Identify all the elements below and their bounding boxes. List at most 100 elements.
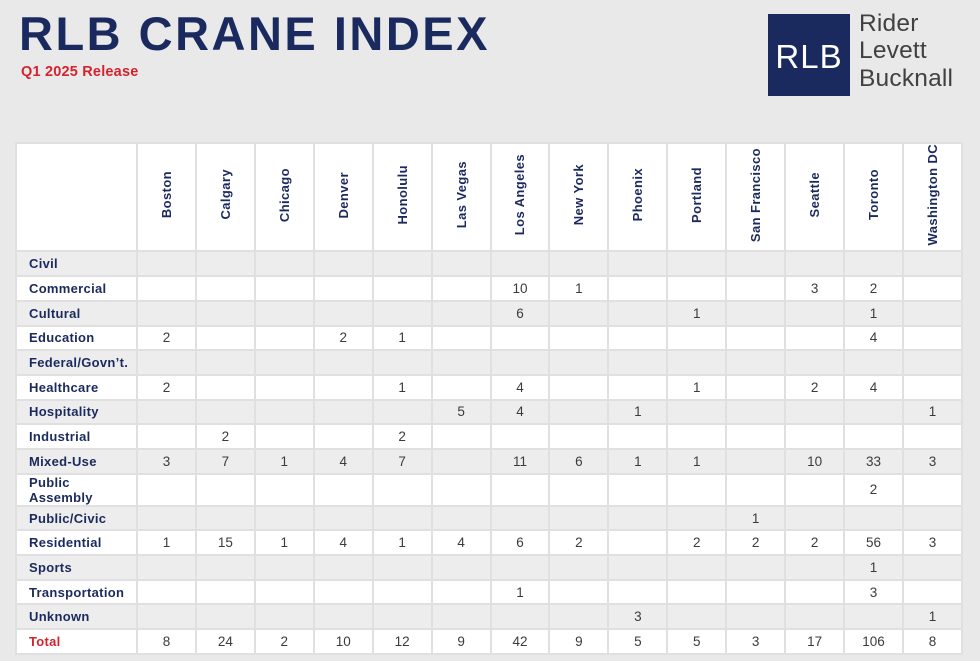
crane-count-cell <box>489 349 551 376</box>
crane-count-cell: 2 <box>253 628 315 655</box>
crane-count-cell <box>371 578 433 606</box>
crane-count-cell <box>901 472 964 507</box>
crane-count-cell <box>548 299 610 327</box>
crane-count-cell <box>725 603 787 631</box>
crane-count-cell <box>666 504 728 532</box>
crane-count-cell: 5 <box>607 628 669 655</box>
crane-count-cell <box>312 603 374 631</box>
crane-count-cell <box>843 349 904 376</box>
crane-count-cell <box>725 554 787 581</box>
crane-count-cell <box>430 504 492 532</box>
crane-count-cell <box>136 472 197 507</box>
column-header-label: Denver <box>335 171 351 218</box>
crane-count-cell <box>253 603 315 631</box>
column-header-label: Calgary <box>217 169 233 220</box>
crane-count-cell: 1 <box>666 373 728 401</box>
crane-count-cell <box>430 447 492 475</box>
crane-count-cell <box>666 398 728 426</box>
crane-count-cell: 2 <box>784 529 846 557</box>
row-label-healthcare: Healthcare <box>15 373 138 401</box>
crane-count-cell <box>725 578 787 606</box>
table-header-row: Boston Calgary Chicago Denver Honolulu Las Ve… <box>15 141 964 253</box>
crane-count-cell: 8 <box>136 628 197 655</box>
crane-count-cell <box>607 472 669 507</box>
crane-count-cell <box>843 504 904 532</box>
crane-count-cell: 1 <box>666 447 728 475</box>
crane-count-cell <box>194 603 256 631</box>
row-label-education: Education <box>15 324 138 352</box>
rlb-logo-mark: RLB <box>768 14 850 96</box>
crane-count-cell <box>548 373 610 401</box>
crane-count-cell: 1 <box>253 529 315 557</box>
crane-count-cell: 1 <box>725 504 787 532</box>
column-header-label: San Francisco <box>748 147 764 242</box>
crane-count-cell <box>666 472 728 507</box>
crane-count-cell <box>666 275 728 302</box>
crane-count-cell: 3 <box>843 578 904 606</box>
crane-count-cell <box>194 299 256 327</box>
crane-count-cell <box>371 275 433 302</box>
crane-count-cell: 6 <box>489 299 551 327</box>
crane-count-cell <box>194 349 256 376</box>
row-label-mixed-use: Mixed-Use <box>15 447 138 475</box>
crane-count-cell <box>136 275 197 302</box>
release-subtitle: Q1 2025 Release <box>21 64 139 80</box>
crane-count-cell <box>253 275 315 302</box>
crane-count-cell <box>430 603 492 631</box>
crane-count-cell: 15 <box>194 529 256 557</box>
crane-count-cell <box>489 324 551 352</box>
crane-count-cell <box>725 447 787 475</box>
crane-count-cell: 33 <box>843 447 904 475</box>
crane-count-cell <box>666 324 728 352</box>
row-label-federal-govn-t: Federal/Govn’t. <box>15 349 138 376</box>
crane-count-cell: 1 <box>901 603 964 631</box>
crane-count-cell: 106 <box>843 628 904 655</box>
column-header-denver: Denver <box>312 141 374 253</box>
crane-count-cell <box>194 578 256 606</box>
crane-count-cell: 10 <box>784 447 846 475</box>
crane-count-cell <box>607 373 669 401</box>
column-header-seattle: Seattle <box>784 141 846 253</box>
row-label-commercial: Commercial <box>15 275 138 302</box>
crane-count-cell: 1 <box>901 398 964 426</box>
logo-name-line-rider: Rider <box>859 10 919 37</box>
crane-count-cell <box>489 603 551 631</box>
crane-count-cell <box>725 423 787 450</box>
crane-count-cell <box>253 349 315 376</box>
crane-count-cell <box>784 554 846 581</box>
crane-count-cell <box>194 398 256 426</box>
crane-count-cell <box>194 275 256 302</box>
crane-count-cell: 4 <box>489 373 551 401</box>
logo-name-line-levett: Levett <box>859 37 927 65</box>
crane-count-cell <box>901 275 964 302</box>
column-header-new-york: New York <box>548 141 610 253</box>
rlb-logo-acronym: RLB <box>775 38 843 75</box>
crane-count-cell: 1 <box>371 324 433 352</box>
crane-count-cell <box>607 554 669 581</box>
table-row: Transportation 1 3 <box>15 578 964 606</box>
crane-count-cell: 1 <box>548 275 610 302</box>
crane-count-cell <box>194 324 256 352</box>
crane-count-cell <box>253 578 315 606</box>
crane-count-cell <box>607 504 669 532</box>
crane-count-cell <box>136 398 197 426</box>
crane-count-cell <box>666 603 728 631</box>
crane-count-cell <box>784 250 846 278</box>
crane-count-cell: 42 <box>489 628 551 655</box>
crane-count-cell <box>136 504 197 532</box>
table-row: Public/Civic 1 <box>15 504 964 532</box>
crane-count-cell <box>371 504 433 532</box>
crane-count-cell <box>784 504 846 532</box>
crane-count-cell: 1 <box>843 554 904 581</box>
row-label-public-assembly: Public Assembly <box>15 472 138 507</box>
crane-count-cell: 1 <box>607 398 669 426</box>
crane-index-table: Boston Calgary Chicago Denver Honolulu Las Ve… <box>15 141 964 655</box>
column-header-los-angeles: Los Angeles <box>489 141 551 253</box>
crane-count-cell <box>312 398 374 426</box>
crane-count-cell <box>843 398 904 426</box>
crane-count-cell <box>489 423 551 450</box>
row-label-hospitality: Hospitality <box>15 398 138 426</box>
crane-count-cell <box>371 349 433 376</box>
crane-count-cell <box>666 250 728 278</box>
column-header-label: Washington DC <box>924 144 940 246</box>
